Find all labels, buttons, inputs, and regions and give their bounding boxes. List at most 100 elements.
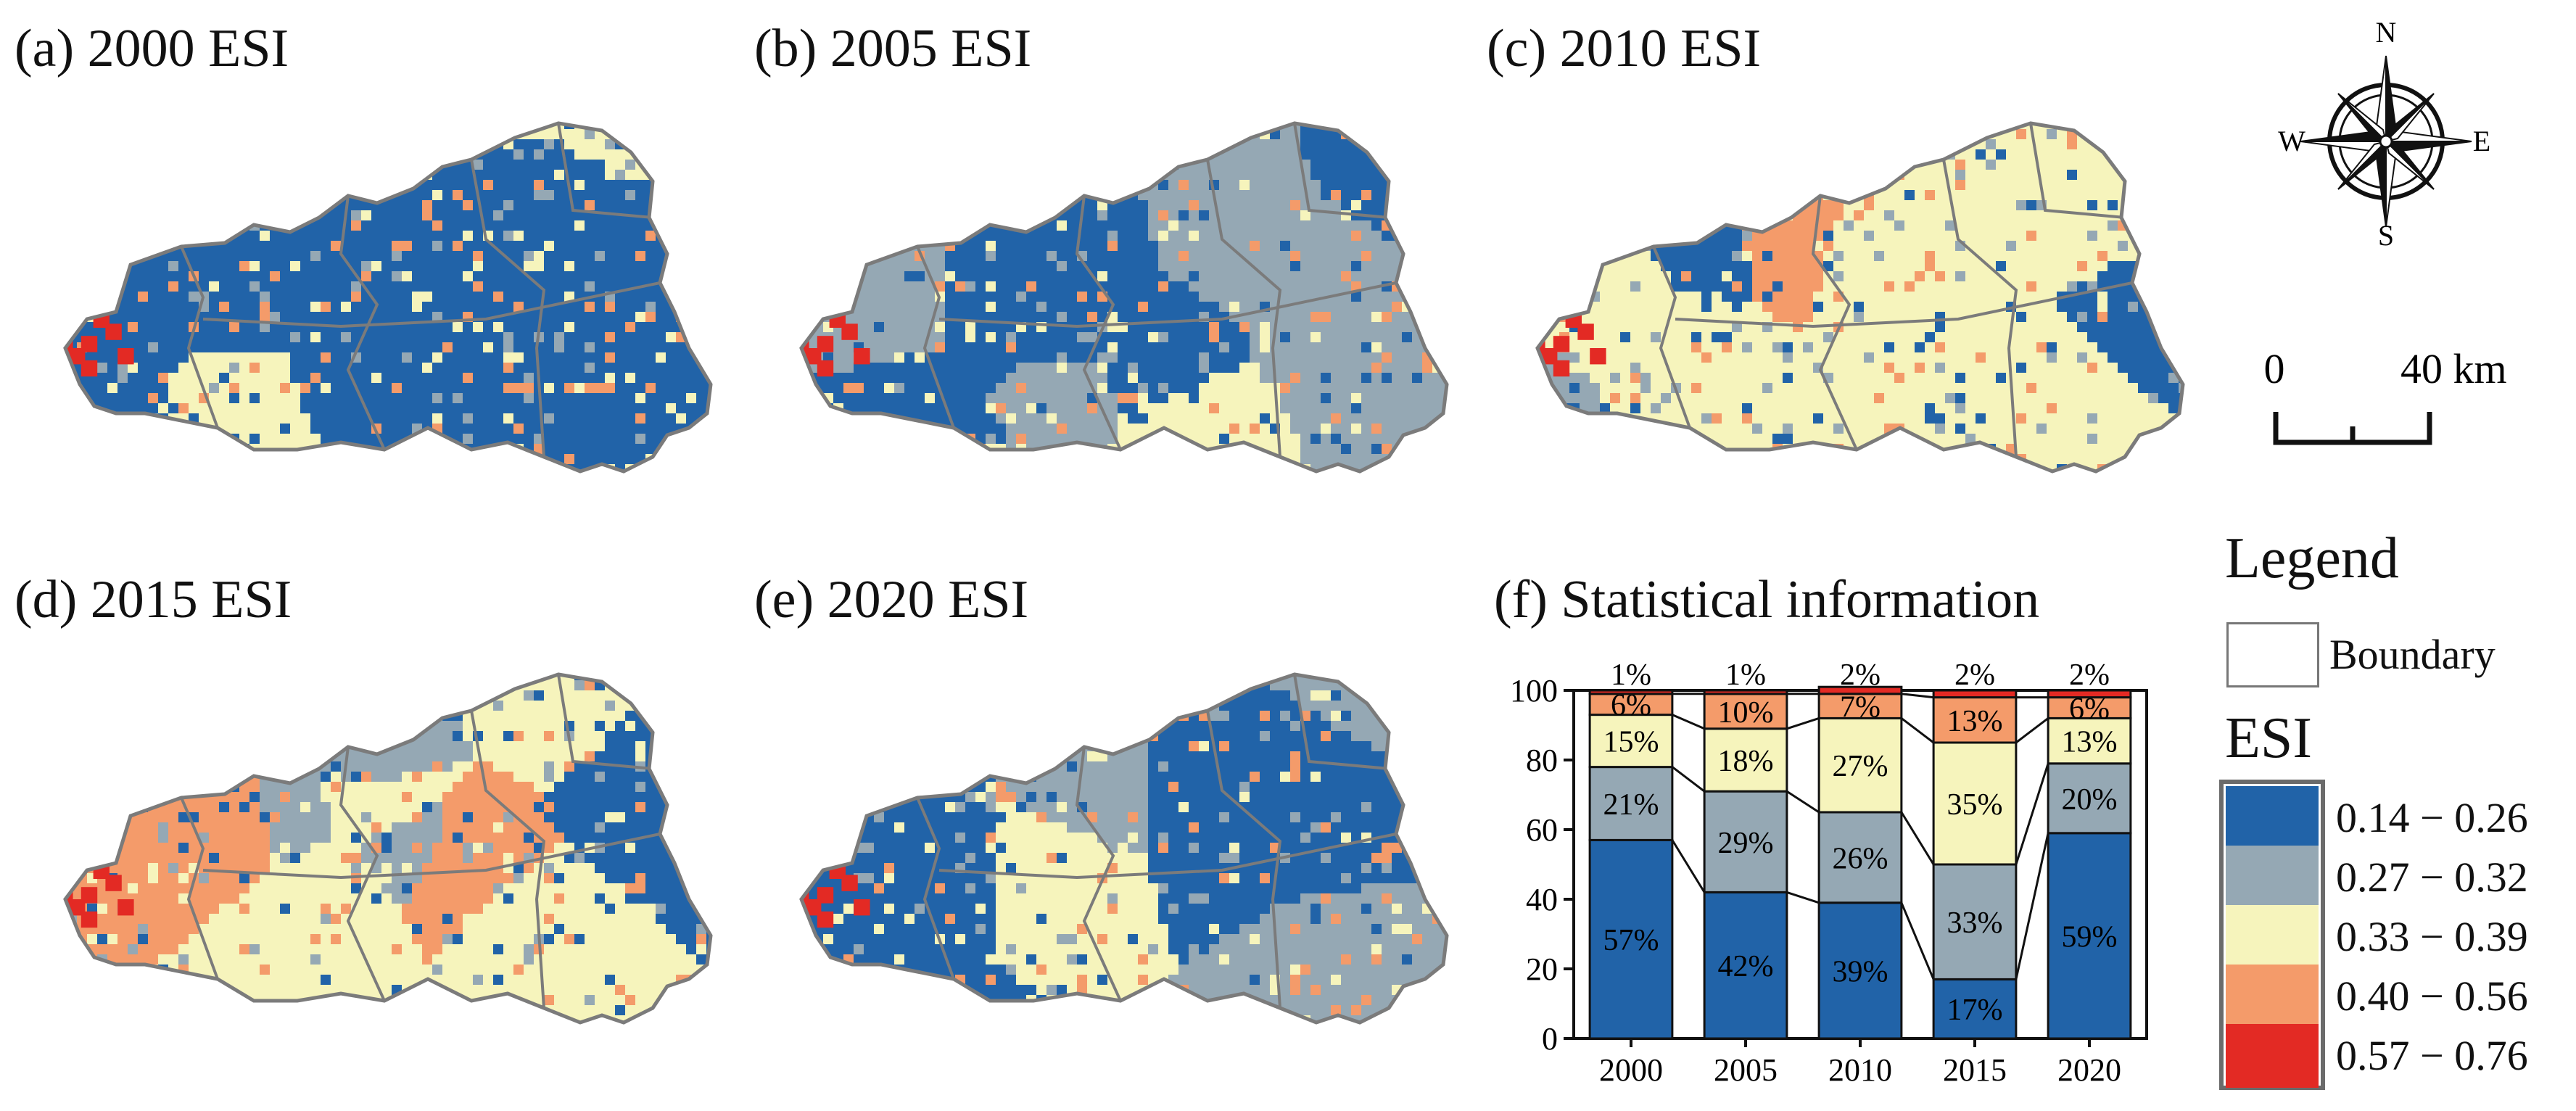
map-cell [1036, 393, 1046, 403]
map-cell [331, 139, 341, 149]
map-cell [138, 241, 148, 251]
map-cell [392, 109, 402, 119]
map-cell [965, 403, 975, 413]
map-cell [894, 220, 904, 231]
map-cell [1178, 200, 1189, 210]
map-cell [463, 434, 473, 444]
map-cell [310, 241, 321, 251]
map-cell [894, 352, 904, 363]
map-cell [833, 170, 843, 180]
map-cell [422, 484, 432, 486]
map-cell [442, 342, 453, 352]
map-cell [270, 403, 280, 413]
map-cell [1046, 383, 1057, 393]
map-cell [965, 210, 975, 220]
map-cell [1046, 160, 1057, 170]
map-cell [1148, 454, 1158, 464]
map-cell [656, 109, 666, 119]
map-cell [331, 464, 341, 471]
map-cell [46, 302, 57, 312]
map-cell [351, 312, 361, 322]
map-cell [138, 424, 148, 434]
map-cell [453, 424, 463, 434]
map-cell [1219, 251, 1229, 261]
map-cell [864, 434, 874, 444]
map-cell [1382, 241, 1392, 251]
map-cell [46, 149, 57, 160]
map-cell [107, 231, 117, 241]
map-cell [46, 139, 57, 149]
map-cell [843, 444, 854, 454]
map-cell [544, 413, 554, 424]
map-cell [1138, 139, 1148, 149]
map-cell [783, 363, 793, 373]
map-cell [1412, 123, 1422, 129]
map-cell [260, 231, 270, 241]
map-cell [843, 352, 854, 363]
map-cell [564, 434, 574, 444]
map-cell [178, 220, 189, 231]
map-cell [36, 383, 46, 393]
map-cell [249, 149, 260, 160]
map-cell [1178, 424, 1189, 434]
map-cell [823, 220, 833, 231]
map-cell [270, 383, 280, 393]
map-cell [199, 160, 209, 170]
map-cell [442, 210, 453, 220]
map-cell [656, 123, 666, 129]
map-cell [813, 241, 823, 251]
map-cell [803, 190, 813, 200]
map-cell [1280, 281, 1290, 292]
map-cell [1219, 424, 1229, 434]
map-cell [605, 363, 615, 373]
map-cell [260, 454, 270, 464]
map-cell [1087, 281, 1097, 292]
map-cell [986, 200, 996, 210]
map-cell [1067, 139, 1077, 149]
map-cell [178, 454, 189, 464]
map-cell [46, 373, 57, 383]
map-cell [874, 220, 884, 231]
map-cell [361, 484, 371, 486]
map-cell [219, 342, 229, 352]
map-cell [67, 413, 77, 424]
map-cell [1442, 342, 1447, 352]
map-cell [1067, 424, 1077, 434]
map-cell [77, 403, 87, 413]
map-cell [605, 251, 615, 261]
map-cell [793, 109, 803, 119]
map-cell [975, 393, 986, 403]
map-cell [894, 200, 904, 210]
map-cell [138, 220, 148, 231]
map-cell [605, 149, 615, 160]
map-cell [955, 180, 965, 190]
map-cell [321, 464, 331, 471]
map-cell [1260, 424, 1270, 434]
map-cell [564, 220, 574, 231]
map-cell [1128, 180, 1138, 190]
map-cell [854, 383, 864, 393]
map-cell [955, 342, 965, 352]
map-cell [1432, 383, 1442, 393]
map-cell [925, 139, 935, 149]
map-cell [1321, 261, 1331, 271]
map-cell [300, 292, 310, 302]
map-cell [686, 200, 696, 210]
map-cell [128, 210, 138, 220]
map-cell [1239, 231, 1250, 241]
map-cell [686, 271, 696, 281]
map-cell [823, 271, 833, 281]
map-cell [97, 241, 107, 251]
map-cell [635, 342, 645, 352]
map-cell [1412, 180, 1422, 190]
map-cell [574, 332, 585, 342]
map-cell [513, 312, 524, 322]
map-cell [453, 139, 463, 149]
map-cell [1310, 403, 1321, 413]
map-cell [493, 424, 503, 434]
map-cell [1046, 241, 1057, 251]
map-cell [402, 403, 412, 413]
map-cell [402, 373, 412, 383]
map-cell [1026, 373, 1036, 383]
map-cell [1097, 271, 1107, 281]
